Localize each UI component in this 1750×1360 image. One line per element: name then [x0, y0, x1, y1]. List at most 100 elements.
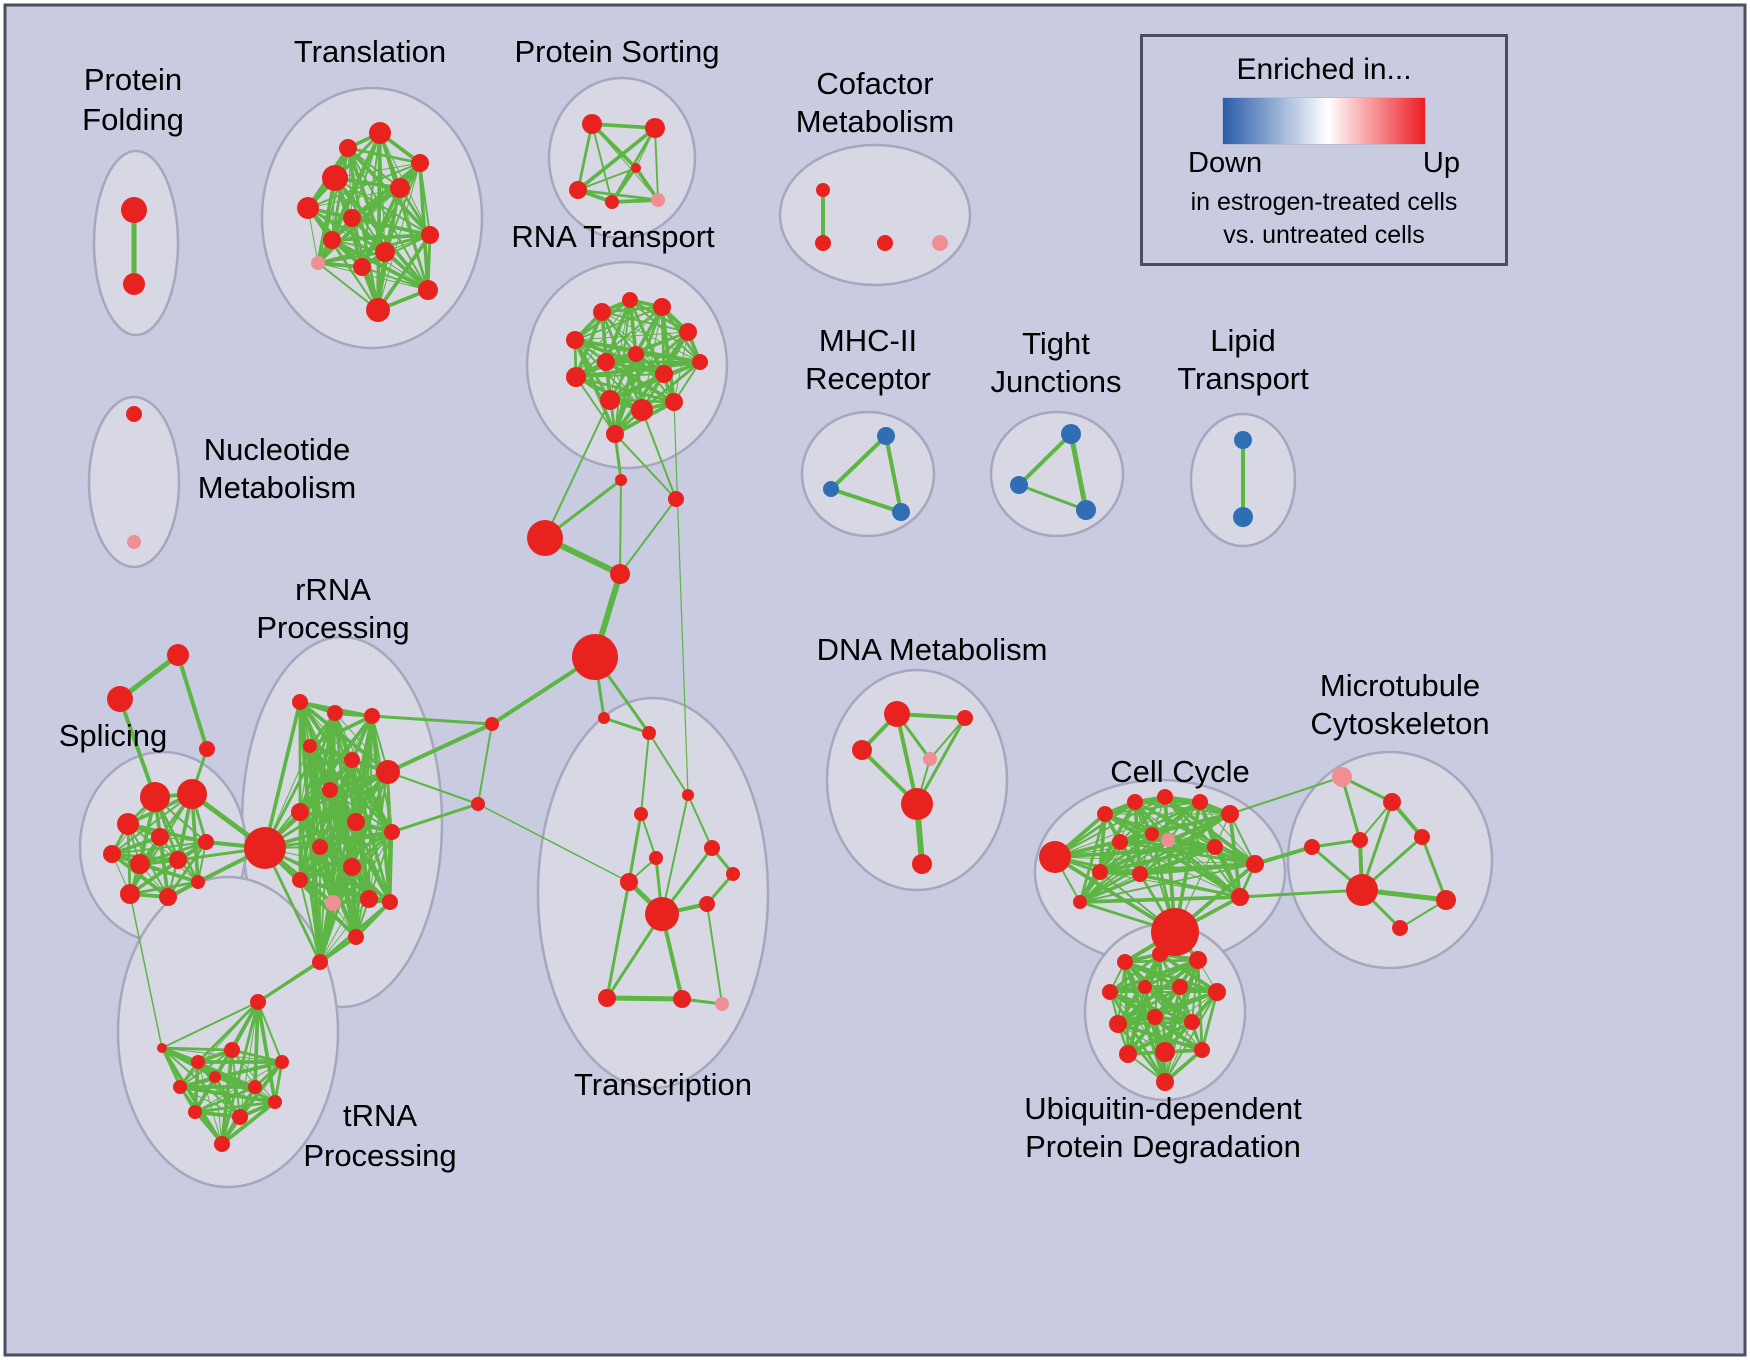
gene-set-node [653, 298, 671, 316]
edge [317, 262, 429, 291]
edge [111, 793, 193, 855]
gene-set-node [151, 828, 169, 846]
edge [220, 1100, 277, 1146]
gene-set-node [582, 114, 602, 134]
edge [576, 126, 657, 192]
edge [1420, 835, 1448, 902]
gene-set-node [360, 890, 378, 908]
gene-set-node [649, 851, 663, 865]
gene-set-node [679, 323, 697, 341]
gene-set-node [123, 273, 145, 295]
legend-subtitle-2: vs. untreated cells [1223, 221, 1425, 249]
edge [361, 266, 429, 291]
edge [230, 1048, 284, 1064]
edge [318, 845, 335, 905]
gene-set-node [1112, 834, 1128, 850]
edge [627, 812, 643, 884]
gene-set-node [224, 1042, 240, 1058]
cluster-label-microtubule: Cytoskeleton [1310, 706, 1489, 741]
edge [1134, 801, 1241, 898]
edge [257, 1001, 283, 1063]
cluster-label-ubiquitin: Protein Degradation [1025, 1129, 1301, 1164]
gene-set-node [957, 710, 973, 726]
gene-set-node [1147, 1009, 1163, 1025]
gene-set-node [348, 929, 364, 945]
gene-set-node [375, 242, 395, 262]
edge [604, 360, 666, 376]
edge [330, 238, 430, 292]
gene-set-node [628, 346, 644, 362]
gene-set-node [651, 193, 665, 207]
edge [160, 1046, 234, 1052]
edge [118, 697, 157, 799]
edge [829, 487, 903, 514]
edge [590, 122, 657, 130]
edge [591, 123, 613, 203]
gene-set-node [1233, 507, 1253, 527]
gene-set-node [191, 875, 205, 889]
gene-set-node [1161, 833, 1175, 847]
cluster-label-cofactor-metabolism: Cofactor [816, 66, 933, 101]
gene-set-node [622, 292, 638, 308]
cluster-label-lipid-transport: Transport [1177, 361, 1309, 396]
legend-title: Enriched in... [1236, 53, 1412, 86]
gene-set-node [726, 867, 740, 881]
cluster-label-mhc-ii-receptor: Receptor [805, 361, 931, 396]
gene-set-node [421, 226, 439, 244]
edge [1213, 845, 1242, 899]
edge [1196, 958, 1204, 1052]
gene-set-node [214, 1136, 230, 1152]
edge [298, 758, 354, 882]
edge [354, 820, 371, 901]
gene-set-node [655, 365, 673, 383]
edge [577, 167, 637, 191]
edge [308, 714, 374, 748]
gene-set-node [901, 788, 933, 820]
edge [179, 1001, 259, 1088]
gene-set-node [1157, 789, 1173, 805]
gene-set-node [1332, 767, 1352, 787]
gene-set-node [892, 503, 910, 521]
edge [370, 714, 494, 726]
gene-set-node [369, 122, 391, 144]
edge [160, 1046, 224, 1146]
edge [378, 131, 430, 292]
gene-set-node [130, 854, 150, 874]
edge [128, 840, 208, 896]
gene-set-node [126, 406, 142, 422]
edge [386, 722, 494, 774]
gene-set-node [605, 195, 619, 209]
cluster-label-nucleotide-metabolism: Metabolism [198, 470, 357, 505]
gene-set-node [291, 803, 309, 821]
gene-set-node [1119, 1045, 1137, 1063]
cluster-label-mhc-ii-receptor: MHC-II [819, 323, 917, 358]
gene-set-node [816, 183, 830, 197]
gene-set-node [1145, 827, 1159, 841]
gene-set-node [1156, 1073, 1174, 1091]
edge [575, 299, 631, 378]
gene-set-node [615, 474, 627, 486]
edge [614, 433, 677, 500]
gene-set-node [1304, 839, 1320, 855]
edge [477, 723, 493, 805]
edge [829, 434, 888, 491]
gene-set-node [699, 896, 715, 912]
gene-set-node [668, 491, 684, 507]
gene-set-node [347, 813, 365, 831]
edge [929, 717, 966, 760]
gene-set-node [411, 154, 429, 172]
edge [477, 803, 630, 883]
gene-set-node [343, 858, 361, 876]
cluster-label-microtubule: Microtubule [1320, 668, 1480, 703]
gene-set-node [384, 824, 400, 840]
edge [574, 331, 689, 341]
edge [347, 147, 353, 219]
edge [1017, 483, 1088, 512]
gene-set-node [665, 393, 683, 411]
gene-set-node [645, 118, 665, 138]
gene-set-node [1061, 424, 1081, 444]
gene-set-node [715, 997, 729, 1011]
gene-set-node [159, 888, 177, 906]
gene-set-node [198, 834, 214, 850]
